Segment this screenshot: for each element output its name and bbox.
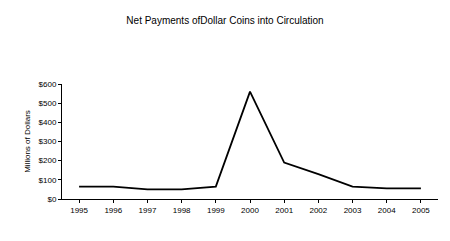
svg-text:$600: $600 [39,80,57,89]
svg-text:Net Payments ofDollar Coins in: Net Payments ofDollar Coins into Circula… [126,15,323,26]
svg-text:$0: $0 [47,195,56,204]
svg-text:1995: 1995 [70,206,88,215]
svg-text:$500: $500 [39,99,57,108]
svg-text:$300: $300 [39,137,57,146]
svg-text:2004: 2004 [378,206,396,215]
svg-text:$200: $200 [39,156,57,165]
svg-text:1999: 1999 [207,206,225,215]
svg-text:Millions of Dollars: Millions of Dollars [23,110,32,173]
svg-text:2002: 2002 [309,206,327,215]
svg-text:2005: 2005 [412,206,430,215]
svg-text:2003: 2003 [344,206,362,215]
svg-text:1998: 1998 [173,206,191,215]
svg-text:$400: $400 [39,118,57,127]
svg-text:$100: $100 [39,176,57,185]
svg-text:2001: 2001 [275,206,293,215]
svg-text:1996: 1996 [104,206,122,215]
svg-text:2000: 2000 [241,206,259,215]
svg-text:1997: 1997 [139,206,157,215]
